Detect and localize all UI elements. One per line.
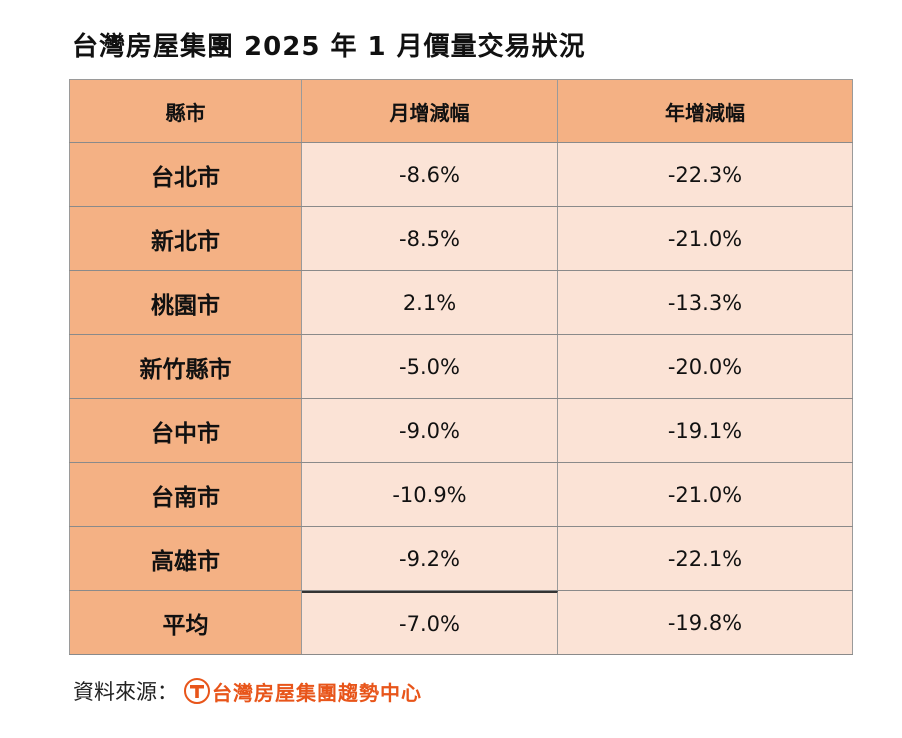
yoy-change: -22.3% [558, 143, 853, 206]
yoy-change: -22.1% [558, 527, 853, 590]
column-header-city: 縣市 [69, 80, 302, 142]
city-name: 台中市 [69, 399, 302, 462]
mom-change: -7.0% [302, 591, 558, 654]
table-row: 新北市 -8.5% -21.0% [69, 207, 853, 271]
city-name: 新北市 [69, 207, 302, 270]
yoy-change: -19.1% [558, 399, 853, 462]
mom-change: -8.6% [302, 143, 558, 206]
price-volume-table: 縣市 月增減幅 年增減幅 台北市 -8.6% -22.3% 新北市 -8.5% … [69, 79, 853, 655]
yoy-change: -13.3% [558, 271, 853, 334]
table-row: 台南市 -10.9% -21.0% [69, 463, 853, 527]
source-label: 資料來源： [73, 680, 178, 704]
column-header-yoy: 年增減幅 [558, 80, 853, 142]
table-row: 台中市 -9.0% -19.1% [69, 399, 853, 463]
page-title: 台灣房屋集團 2025 年 1 月價量交易狀況 [72, 32, 586, 62]
mom-change: -5.0% [302, 335, 558, 398]
mom-change: -8.5% [302, 207, 558, 270]
table-row-average: 平均 -7.0% -19.8% [69, 591, 853, 655]
table-row: 台北市 -8.6% -22.3% [69, 143, 853, 207]
city-name: 台北市 [69, 143, 302, 206]
yoy-change: -21.0% [558, 207, 853, 270]
city-name: 平均 [69, 591, 302, 654]
mom-change: 2.1% [302, 271, 558, 334]
column-header-mom: 月增減幅 [302, 80, 558, 142]
source-logo-text: 台灣房屋集團趨勢中心 [212, 680, 422, 705]
city-name: 台南市 [69, 463, 302, 526]
yoy-change: -20.0% [558, 335, 853, 398]
table-row: 新竹縣市 -5.0% -20.0% [69, 335, 853, 399]
table-row: 高雄市 -9.2% -22.1% [69, 527, 853, 591]
city-name: 新竹縣市 [69, 335, 302, 398]
table-row: 桃園市 2.1% -13.3% [69, 271, 853, 335]
mom-change: -10.9% [302, 463, 558, 526]
city-name: 桃園市 [69, 271, 302, 334]
table-header-row: 縣市 月增減幅 年增減幅 [69, 80, 853, 143]
yoy-change: -19.8% [558, 591, 853, 654]
taiwan-realty-logo-icon [184, 678, 210, 704]
source-line: 資料來源： 台灣房屋集團趨勢中心 [73, 676, 422, 706]
mom-change: -9.0% [302, 399, 558, 462]
mom-change: -9.2% [302, 527, 558, 590]
city-name: 高雄市 [69, 527, 302, 590]
yoy-change: -21.0% [558, 463, 853, 526]
